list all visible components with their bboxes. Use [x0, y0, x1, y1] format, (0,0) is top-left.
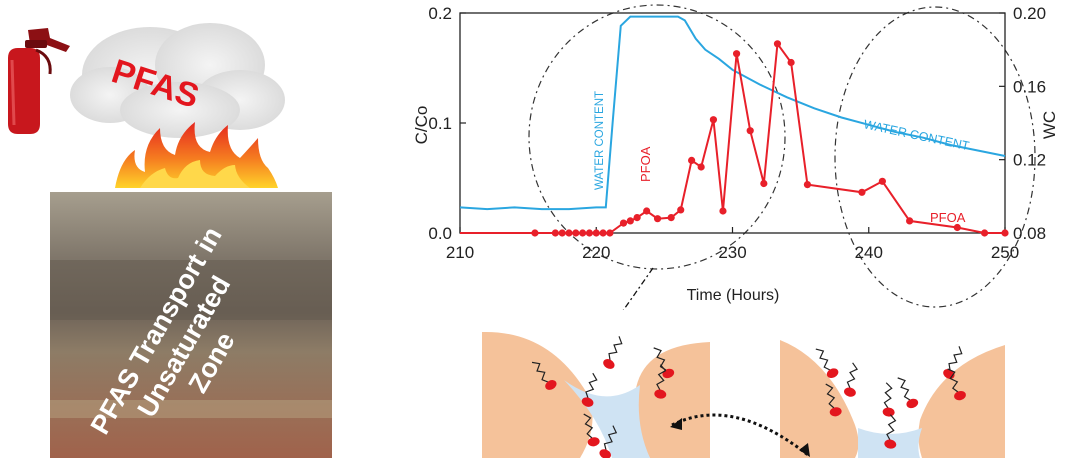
pore-schematic	[470, 300, 1080, 459]
data-point-pfoa	[719, 207, 727, 215]
data-point-pfoa	[953, 223, 961, 232]
pfas-molecule	[581, 372, 598, 407]
data-point-pfoa	[878, 177, 886, 185]
breakthrough-chart: 210 220 230 240 250 0.0 0.1 0.2 0.08 0.12 0.16 0.20…	[395, 0, 1080, 391]
y-tick-label: 0.2	[428, 4, 452, 23]
pfas-molecule	[947, 368, 966, 401]
pfas-molecule	[897, 377, 919, 409]
soil-column-image	[50, 192, 332, 458]
data-point-pfoa	[653, 215, 662, 223]
data-point-pfoa	[558, 229, 566, 237]
annotation-water-content-right: WATER CONTENT	[862, 117, 971, 153]
zoom-circle-right	[834, 6, 1036, 308]
smoke-cloud	[70, 23, 285, 138]
exchange-arrow-head-left	[670, 418, 682, 430]
pfas-molecule	[603, 336, 623, 369]
pfas-molecule	[599, 425, 618, 459]
data-point-pfoa	[688, 156, 696, 164]
pfas-molecule	[844, 362, 859, 397]
data-point-pfoa	[626, 217, 634, 225]
pore-right	[780, 340, 1005, 458]
data-point-pfoa	[906, 217, 914, 225]
data-point-pfoa	[709, 116, 718, 124]
data-point-pfoa	[746, 127, 754, 135]
data-point-pfoa	[1001, 229, 1009, 237]
series-line-water-content	[459, 15, 1006, 211]
x-tick-label: 210	[446, 243, 474, 262]
pfas-molecules	[531, 336, 966, 459]
data-point-pfoa	[531, 229, 539, 237]
left-illustration: PFAS PFAS Transport in Unsaturated Zone	[0, 0, 340, 458]
annotation-water-content-left: WATER CONTENT	[594, 91, 606, 190]
annotation-pfoa-left: PFOA	[638, 146, 653, 182]
data-point-pfoa	[565, 229, 573, 237]
exchange-arrow	[671, 413, 809, 457]
data-point-pfoa	[760, 179, 768, 188]
pfas-molecule	[825, 383, 842, 417]
pfas-molecule	[531, 361, 557, 390]
pfas-molecule	[884, 414, 897, 449]
x-tick-label: 220	[582, 243, 610, 262]
data-point-pfoa	[572, 229, 580, 237]
y-tick-label: 0.1	[428, 114, 452, 133]
pfas-molecule	[882, 382, 895, 417]
data-point-pfoa	[619, 219, 628, 227]
exchange-arrow-head-right	[799, 443, 810, 457]
y2-tick-label: 0.16	[1013, 77, 1046, 96]
fire-extinguisher-icon	[8, 28, 70, 134]
fire-icon	[115, 122, 278, 188]
data-point-pfoa	[697, 163, 705, 171]
y-axis-label: C/Co	[412, 106, 431, 145]
data-point-pfoa	[592, 229, 600, 237]
y-tick-label: 0.0	[428, 224, 452, 243]
plot-frame	[459, 12, 1006, 234]
y2-tick-label: 0.08	[1013, 224, 1046, 243]
data-point-pfoa	[551, 229, 559, 237]
zoom-circle-left	[528, 4, 786, 270]
data-point-pfoa	[858, 188, 866, 196]
data-point-pfoa	[579, 229, 587, 237]
x-tick-label: 230	[718, 243, 746, 262]
data-point-pfoa	[773, 40, 782, 48]
data-point-pfoa	[599, 229, 607, 237]
data-point-pfoa	[677, 206, 685, 214]
data-point-pfoa	[643, 207, 651, 215]
data-point-pfoa	[732, 50, 741, 58]
annotation-pfoa-right: PFOA	[930, 210, 966, 225]
data-point-pfoa	[606, 229, 614, 237]
data-point-pfoa	[667, 214, 675, 222]
pfas-molecule	[815, 348, 839, 379]
x-axis-label: Time (Hours)	[687, 287, 780, 304]
data-point-pfoa	[787, 58, 795, 67]
y2-tick-label: 0.12	[1013, 151, 1046, 170]
y2-tick-label: 0.20	[1013, 4, 1046, 23]
data-point-pfoa	[585, 229, 594, 237]
x-tick-label: 250	[991, 243, 1019, 262]
data-point-pfoa	[803, 181, 812, 189]
data-point-pfoa	[633, 214, 641, 222]
pfas-molecule	[583, 413, 600, 447]
pfas-molecule	[654, 364, 667, 399]
y2-axis-label: WC	[1040, 111, 1059, 139]
data-point-pfoa	[980, 229, 989, 237]
x-tick-label: 240	[855, 243, 883, 262]
